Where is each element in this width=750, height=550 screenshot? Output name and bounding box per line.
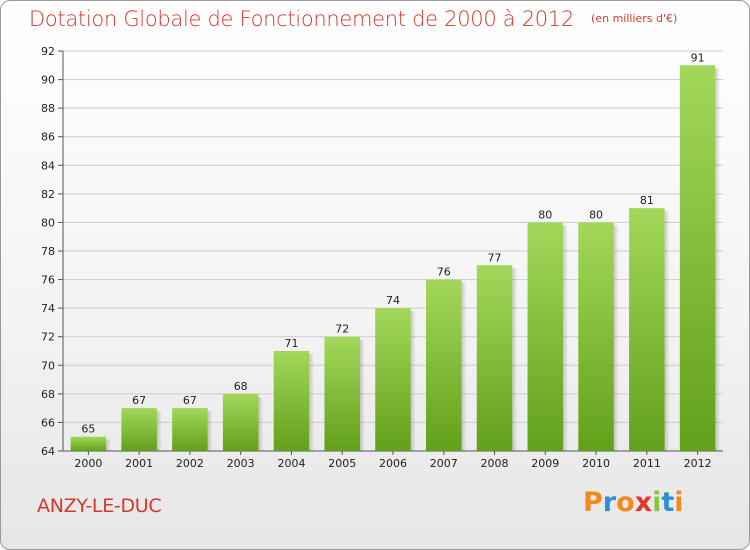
x-tick-label: 2006 xyxy=(379,457,407,470)
y-tick-label: 64 xyxy=(41,445,55,458)
bar-shadow xyxy=(664,211,670,451)
logo-letter: i xyxy=(652,487,662,518)
bar-shadow xyxy=(613,225,619,451)
chart-header: Dotation Globale de Fonctionnement de 20… xyxy=(29,7,677,31)
bar-shadow xyxy=(715,68,721,452)
x-tick-label: 2011 xyxy=(633,457,661,470)
bar-shadow xyxy=(461,282,467,451)
bar-shadow xyxy=(207,411,213,451)
bar-shadow xyxy=(106,439,112,451)
bar-2006 xyxy=(375,308,411,451)
y-tick-label: 78 xyxy=(41,245,55,258)
bar-value-label: 91 xyxy=(691,51,705,64)
bar-value-label: 76 xyxy=(437,266,451,279)
x-tick-label: 2010 xyxy=(582,457,610,470)
bar-shadow xyxy=(360,339,365,451)
x-tick-label: 2004 xyxy=(277,457,305,470)
logo-letter: P xyxy=(583,487,603,518)
x-tick-label: 2005 xyxy=(328,457,356,470)
bar-2003 xyxy=(222,393,259,451)
chart-subtitle: (en milliers d'€) xyxy=(591,12,678,25)
bar-shadow xyxy=(258,396,264,451)
y-tick-label: 86 xyxy=(41,131,55,144)
bar-shadow xyxy=(512,268,518,451)
y-tick-label: 82 xyxy=(41,188,55,201)
x-tick-label: 2009 xyxy=(531,457,559,470)
y-tick-label: 92 xyxy=(41,45,55,58)
bar-2008 xyxy=(476,265,513,451)
x-tick-label: 2000 xyxy=(74,457,102,470)
bar-2009 xyxy=(527,222,564,451)
y-tick-label: 80 xyxy=(41,216,55,229)
x-tick-label: 2012 xyxy=(684,457,712,470)
x-tick-label: 2001 xyxy=(125,457,153,470)
chart-title: Dotation Globale de Fonctionnement de 20… xyxy=(29,7,574,31)
bar-2010 xyxy=(578,222,614,451)
x-tick-label: 2008 xyxy=(481,457,509,470)
bar-value-label: 72 xyxy=(335,323,349,336)
y-tick-label: 88 xyxy=(41,102,55,115)
y-tick-label: 72 xyxy=(41,331,55,344)
bar-value-label: 67 xyxy=(183,394,197,407)
bar-2007 xyxy=(426,279,462,451)
bar-value-label: 80 xyxy=(538,208,552,221)
y-tick-label: 70 xyxy=(41,359,55,372)
bar-shadow xyxy=(309,354,315,451)
commune-name: ANZY-LE-DUC xyxy=(37,495,162,517)
proxiti-logo: Proxiti xyxy=(583,487,684,518)
x-tick-label: 2007 xyxy=(430,457,458,470)
bar-value-label: 65 xyxy=(81,423,95,436)
bar-shadow xyxy=(563,225,569,451)
y-tick-label: 66 xyxy=(41,416,55,429)
bar-value-label: 67 xyxy=(132,394,146,407)
bar-value-label: 81 xyxy=(640,194,654,207)
bar-value-label: 71 xyxy=(284,337,298,350)
logo-letter: t xyxy=(661,487,675,518)
bar-value-label: 74 xyxy=(386,294,400,307)
bar-2005 xyxy=(324,336,360,451)
bar-2011 xyxy=(629,208,665,451)
bar-value-label: 80 xyxy=(589,208,603,221)
bar-2004 xyxy=(273,351,310,451)
y-tick-label: 74 xyxy=(41,302,55,315)
bar-2000 xyxy=(70,436,107,451)
logo-letter: o xyxy=(616,487,635,518)
logo-letter: x xyxy=(634,487,653,518)
bar-2001 xyxy=(121,408,157,451)
x-tick-label: 2002 xyxy=(176,457,204,470)
bar-2002 xyxy=(172,408,208,451)
bar-2012 xyxy=(679,65,716,452)
y-tick-label: 68 xyxy=(41,388,55,401)
logo-letter: i xyxy=(674,487,684,518)
bar-value-label: 68 xyxy=(234,380,248,393)
bar-shadow xyxy=(410,311,416,451)
bar-value-label: 77 xyxy=(488,251,502,264)
x-tick-label: 2003 xyxy=(227,457,255,470)
y-tick-label: 90 xyxy=(41,74,55,87)
y-tick-label: 84 xyxy=(41,159,55,172)
y-tick-label: 76 xyxy=(41,274,55,287)
bar-shadow xyxy=(156,411,162,451)
logo-letter: r xyxy=(602,487,617,518)
